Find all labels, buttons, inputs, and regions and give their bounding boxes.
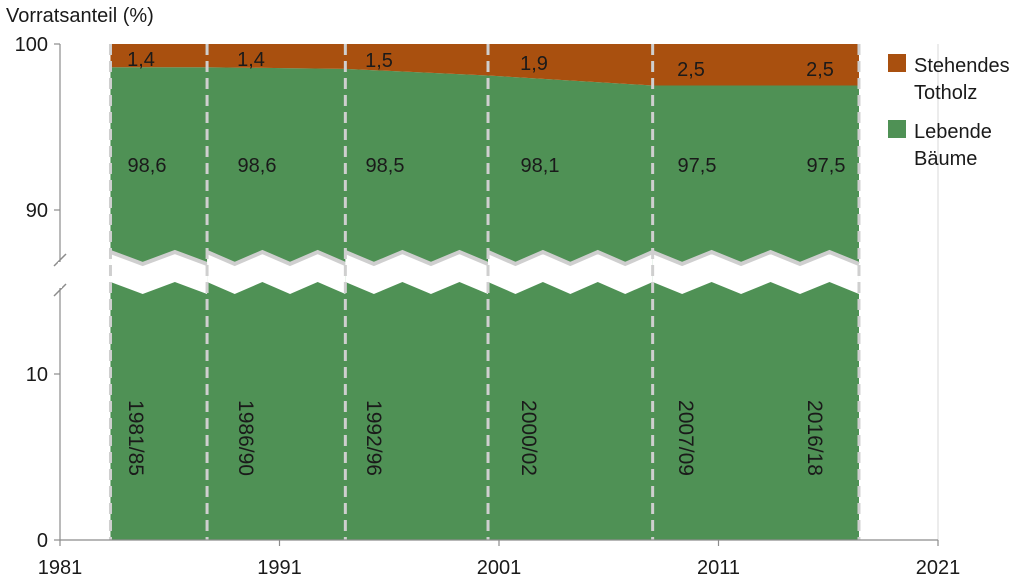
data-label-totholz: 2,5 — [677, 59, 705, 81]
y-axis-title: Vorratsanteil (%) — [6, 5, 154, 27]
axis-break-edge — [109, 249, 208, 267]
y-tick-label: 0 — [37, 530, 48, 552]
period-label: 2016/18 — [803, 400, 826, 476]
legend: Stehendes Totholz Lebende Bäume — [888, 54, 1010, 170]
period-label: 2000/02 — [517, 400, 540, 476]
data-label-lebende: 97,5 — [678, 155, 717, 177]
data-labels: 98,6 98,6 98,5 98,1 97,5 97,5 1,4 1,4 1,5 1,9 2,5 2… — [124, 49, 845, 476]
axis-break-edge — [487, 249, 654, 267]
y-tick-label: 90 — [26, 200, 48, 222]
legend-label: Stehendes — [914, 55, 1010, 77]
y-axis-break-gap — [58, 262, 62, 288]
x-tick-label: 1991 — [257, 557, 302, 579]
axis-break-edge — [344, 249, 489, 267]
plot-areas — [110, 44, 859, 541]
y-tick-label: 10 — [26, 364, 48, 386]
axis-break-edge — [651, 249, 860, 267]
axes: 0 10 90 100 1981 1991 2001 2011 2021 — [15, 34, 961, 579]
legend-label: Lebende — [914, 121, 992, 143]
data-label-totholz: 2,5 — [806, 59, 834, 81]
x-tick-label: 2011 — [697, 557, 740, 579]
inventory-period-lines — [108, 44, 861, 540]
data-label-totholz: 1,4 — [127, 49, 155, 71]
y-tick-label: 100 — [15, 34, 48, 56]
period-label: 2007/09 — [674, 400, 697, 476]
x-tick-label: 2001 — [477, 557, 522, 579]
data-label-lebende: 98,6 — [128, 155, 167, 177]
legend-label: Bäume — [914, 148, 977, 170]
area-lebende-baeume — [110, 67, 859, 541]
legend-swatch — [888, 120, 906, 138]
data-label-totholz: 1,5 — [365, 50, 393, 72]
x-tick-label: 1981 — [38, 557, 83, 579]
period-label: 1981/85 — [124, 400, 147, 476]
data-label-lebende: 98,1 — [521, 155, 560, 177]
area-stehendes-totholz — [110, 44, 859, 86]
period-label: 1986/90 — [234, 400, 257, 476]
axis-break-gap — [488, 252, 653, 294]
data-label-lebende: 98,6 — [238, 155, 277, 177]
legend-label: Totholz — [914, 82, 977, 104]
period-label: 1992/96 — [362, 400, 385, 476]
legend-swatch — [888, 54, 906, 72]
data-label-totholz: 1,4 — [237, 49, 265, 71]
data-label-lebende: 98,5 — [366, 155, 405, 177]
data-label-totholz: 1,9 — [520, 53, 548, 75]
data-label-lebende: 97,5 — [807, 155, 846, 177]
axis-break-edge — [206, 249, 347, 267]
x-tick-label: 2021 — [916, 557, 961, 579]
